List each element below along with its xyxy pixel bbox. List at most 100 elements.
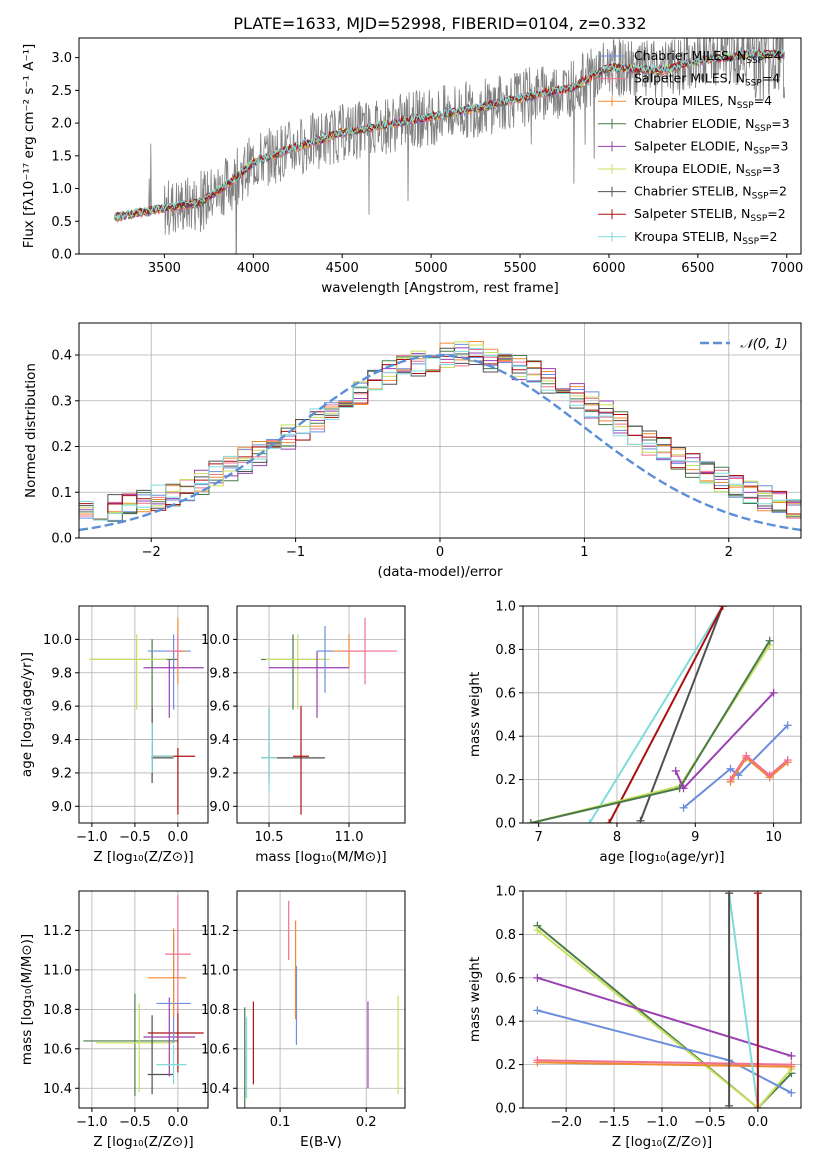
y-tick-label: 10.8 <box>43 1003 72 1018</box>
weight-line-sm <box>729 754 789 781</box>
legend-entry: Salpeter MILES, NSSP=4 <box>634 71 780 89</box>
y-axis-label: mass weight <box>467 957 483 1042</box>
plot-area <box>237 891 405 1108</box>
histogram-sm <box>79 349 801 527</box>
axes-panel-6: −1.0 −0.5 0.0 10.4 10.6 10.8 11.0 11.2 Z [log₁₀(… <box>19 890 209 1150</box>
histogram-ce <box>79 350 801 522</box>
axes-panel-5: 7 8 9 10 0.0 0.2 0.4 0.6 0.8 1.0 age [log₁₀(age/yr… <box>467 600 802 865</box>
y-tick-label: 10.0 <box>43 633 72 648</box>
weight-line-cs <box>639 606 724 822</box>
y-tick-label: 9.4 <box>51 733 72 748</box>
x-axis-label: age [log₁₀(age/yr)] <box>599 849 724 865</box>
x-tick-label: 7000 <box>770 261 803 276</box>
y-tick-label: 0.1 <box>51 486 72 501</box>
legend-entry: Kroupa STELIB, NSSP=2 <box>634 229 778 247</box>
legend-entry-text: Kroupa STELIB, N <box>634 229 742 244</box>
x-axis-label: Z [log₁₀(Z/Z⊙)] <box>93 1134 193 1150</box>
legend-entry-sub: SSP <box>754 124 771 134</box>
legend-entry-sub: SSP <box>746 56 763 66</box>
x-tick-label: 2 <box>725 545 733 560</box>
y-tick-label: 0.3 <box>51 394 72 409</box>
weight-line-ke <box>536 929 793 1108</box>
weight-line-ks <box>588 606 724 823</box>
weight-line-ks <box>728 893 759 1108</box>
legend-entry: Chabrier MILES, NSSP=4 <box>634 48 782 66</box>
legend-entry-sub: SSP <box>742 237 759 247</box>
legend-entry-sub: SSP <box>745 169 762 179</box>
x-tick-label: 1 <box>580 545 588 560</box>
weight-line-ce <box>530 640 771 823</box>
legend-entry-tail: =2 <box>767 206 785 221</box>
axes-panel-4: 10.5 11.0 9.0 9.2 9.4 9.6 9.8 10.0 mass [log₁₀(M… <box>201 605 406 865</box>
y-tick-label: 9.0 <box>51 800 72 815</box>
plot-area <box>237 606 405 823</box>
weight-line-ss <box>608 606 724 823</box>
x-tick-label: 10 <box>765 830 782 845</box>
axes-frame <box>78 605 209 824</box>
axes-panel-2: −2 −1 0 1 2 0.0 0.1 0.2 0.3 0.4 (data-model)/error… <box>23 322 802 580</box>
y-tick-label: 9.8 <box>51 666 72 681</box>
legend-entry-tail: =3 <box>770 138 788 153</box>
legend-entry-text: Salpeter MILES, N <box>634 71 745 86</box>
axes-frame <box>78 37 802 255</box>
axes-panel-7: 0.1 0.2 10.4 10.6 10.8 11.0 11.2 E(B-V) <box>201 890 406 1150</box>
y-tick-label: 0.6 <box>495 686 516 701</box>
x-tick-label: −1 <box>286 545 305 560</box>
legend-entry-tail: =4 <box>762 71 780 86</box>
legend-entry-tail: =3 <box>771 116 789 131</box>
x-tick-label: −0.5 <box>694 1115 726 1130</box>
legend-entry-text: Chabrier STELIB, N <box>634 184 752 199</box>
weight-line-ce <box>536 924 793 1108</box>
y-tick-label: 0.0 <box>495 817 516 832</box>
legend-entry: Kroupa MILES, NSSP=4 <box>634 93 772 111</box>
legend-entry: Salpeter STELIB, NSSP=2 <box>634 206 786 224</box>
x-tick-label: 4500 <box>326 261 359 276</box>
x-tick-label: 0.0 <box>168 830 189 845</box>
y-tick-label: 0.0 <box>495 1102 516 1117</box>
y-axis-label: mass weight <box>467 672 483 757</box>
y-tick-label: 0.4 <box>51 349 72 364</box>
axes-frame <box>522 605 802 824</box>
weight-line-cm <box>682 724 789 809</box>
legend-entry: 𝒩(0, 1) <box>740 337 787 352</box>
x-tick-label: −1.5 <box>598 1115 630 1130</box>
legend-entry-text: Salpeter ELODIE, N <box>634 138 753 153</box>
x-axis-label: wavelength [Angstrom, rest frame] <box>321 280 559 296</box>
weight-line-sm <box>537 1059 792 1066</box>
x-axis-label: mass [log₁₀(M/M⊙)] <box>255 849 386 865</box>
y-axis-label: mass [log₁₀(M/M⊙)] <box>19 934 35 1065</box>
plot-area <box>114 38 786 254</box>
x-axis-label: Z [log₁₀(Z/Z⊙)] <box>612 1134 712 1150</box>
x-tick-label: 10.5 <box>255 830 284 845</box>
histogram-cs <box>79 347 801 524</box>
legend-entry-sub: SSP <box>753 146 770 156</box>
y-tick-label: 0.6 <box>495 971 516 986</box>
x-axis-label: (data-model)/error <box>377 564 503 580</box>
x-tick-label: 0 <box>436 545 444 560</box>
y-tick-label: 0.2 <box>495 773 516 788</box>
y-tick-label: 10.8 <box>201 1003 230 1018</box>
y-tick-label: 1.0 <box>495 885 516 900</box>
y-tick-label: 9.6 <box>51 700 72 715</box>
y-axis-label: age [log₁₀(age/yr)] <box>19 652 35 777</box>
y-tick-label: 1.0 <box>51 182 72 197</box>
x-tick-label: 4000 <box>237 261 270 276</box>
axes-panel-1: 3500 4000 4500 5000 5500 6000 6500 7000 0.0 0.5 1.… <box>21 37 803 296</box>
axes-frame <box>236 605 406 824</box>
plot-area <box>523 891 801 1108</box>
x-tick-label: −2 <box>142 545 161 560</box>
x-tick-label: 0.1 <box>270 1115 291 1130</box>
y-tick-label: 9.8 <box>209 666 230 681</box>
y-tick-label: 11.2 <box>201 924 230 939</box>
plot-area <box>79 323 801 538</box>
y-tick-label: 11.0 <box>43 963 72 978</box>
y-tick-label: 2.5 <box>51 84 72 99</box>
y-tick-label: 0.5 <box>51 215 72 230</box>
legend-entry: Chabrier ELODIE, NSSP=3 <box>634 116 790 134</box>
y-tick-label: 0.0 <box>51 248 72 263</box>
x-tick-label: −1.0 <box>646 1115 678 1130</box>
histogram-ks <box>79 348 801 531</box>
axes-panel-3: −1.0 −0.5 0.0 9.0 9.2 9.4 9.6 9.8 10.0 Z [log₁₀(Z… <box>19 605 209 865</box>
